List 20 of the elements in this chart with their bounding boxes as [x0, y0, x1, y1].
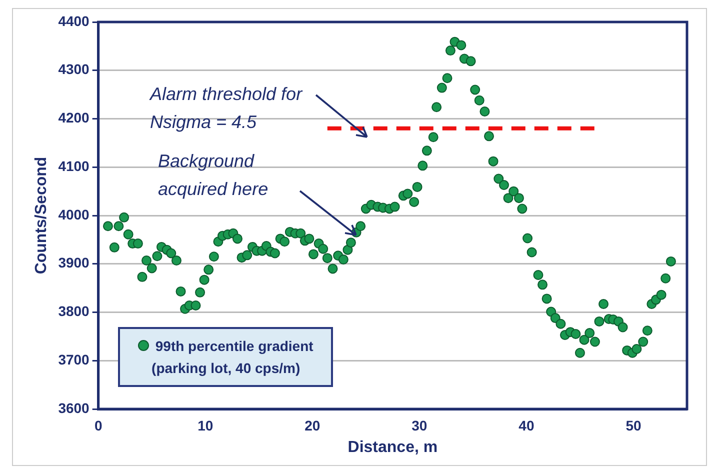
y-tick-label: 3800 [58, 303, 90, 320]
y-tick-label: 4300 [58, 61, 90, 78]
x-tick-label: 40 [518, 417, 534, 434]
y-tick-label: 4100 [58, 158, 90, 174]
y-axis-title: Counts/Second [33, 156, 50, 274]
x-tick-label: 30 [412, 417, 428, 434]
y-tick-label: 4200 [58, 110, 90, 126]
y-tick-label: 3700 [58, 351, 90, 368]
x-axis-title: Distance, m [348, 438, 438, 456]
x-tick-label: 50 [626, 417, 642, 434]
y-tick-label: 4000 [58, 206, 90, 222]
y-tick-label: 4400 [58, 12, 90, 29]
x-tick-label: 20 [304, 417, 320, 434]
annotation: Alarm threshold for Nsigma = 4.5 [149, 84, 304, 132]
x-tick-label: 10 [198, 417, 214, 434]
x-tick-label: 0 [94, 417, 102, 434]
y-tick-label: 3900 [58, 254, 90, 271]
y-tick-label: 3600 [58, 400, 90, 416]
legend-label: 99th percentile gradient (parking lot, 40 cps/m) [150, 337, 314, 378]
annotation: Background acquired here [158, 151, 268, 199]
